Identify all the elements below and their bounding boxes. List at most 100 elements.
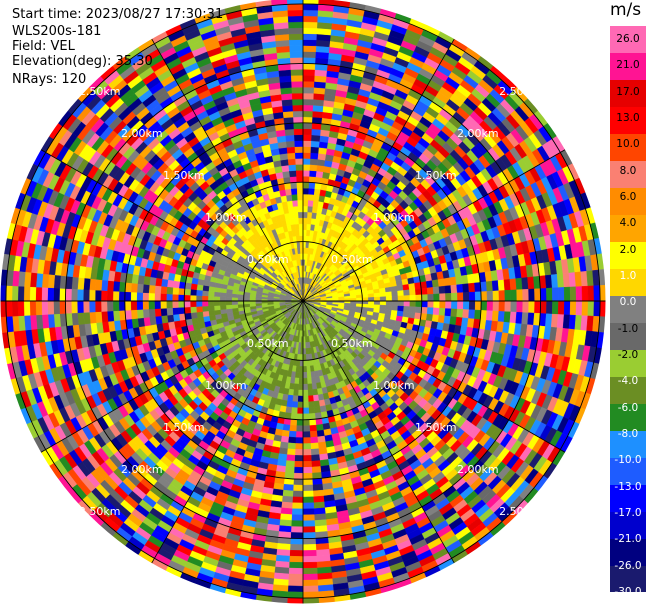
velocity-bin (302, 92, 315, 100)
velocity-bin (154, 292, 161, 302)
velocity-bin (289, 544, 304, 551)
velocity-bin (311, 134, 321, 142)
velocity-bin (438, 285, 446, 295)
velocity-bin (599, 300, 607, 318)
velocity-bin (415, 288, 422, 296)
velocity-bin (100, 290, 108, 302)
velocity-bin (288, 561, 304, 569)
velocity-bin (47, 287, 55, 302)
velocity-bin (313, 513, 327, 521)
velocity-bin (142, 308, 150, 319)
velocity-bin (82, 300, 90, 313)
velocity-bin (390, 285, 398, 292)
velocity-bin (285, 454, 296, 462)
velocity-bin (166, 286, 174, 295)
velocity-bin (302, 401, 309, 409)
velocity-bin (291, 514, 304, 522)
velocity-bin (468, 291, 476, 302)
velocity-bin (302, 187, 310, 195)
velocity-bin (296, 419, 304, 427)
velocity-bin (302, 98, 314, 106)
velocity-bin (231, 297, 238, 302)
velocity-bin (106, 310, 115, 322)
velocity-bin (292, 389, 299, 397)
velocity-bin (302, 348, 307, 355)
velocity-bin (368, 300, 375, 305)
velocity-bin (292, 484, 304, 492)
velocity-bin (293, 466, 304, 474)
velocity-bin (420, 287, 428, 296)
velocity-bin (302, 223, 308, 231)
velocity-bin (421, 294, 429, 302)
velocity-bin (309, 170, 317, 178)
velocity-bin (308, 407, 316, 414)
velocity-bin (136, 292, 144, 302)
velocity-bin (195, 289, 203, 296)
velocity-bin (35, 286, 43, 302)
velocity-bin (355, 294, 363, 299)
velocity-bin (288, 573, 304, 581)
velocity-bin (71, 300, 78, 314)
velocity-bin (362, 297, 369, 302)
velocity-bin (160, 285, 168, 295)
velocity-bin (302, 526, 316, 533)
velocity-bin (295, 437, 304, 444)
velocity-bin (207, 305, 215, 312)
velocity-bin (237, 300, 244, 305)
velocity-bin (302, 181, 310, 189)
velocity-bin (290, 407, 298, 414)
velocity-bin (289, 418, 298, 426)
velocity-bin (569, 286, 577, 302)
velocity-bin (420, 306, 428, 315)
velocity-bin (297, 401, 304, 409)
velocity-bin (302, 366, 307, 373)
velocity-bin (302, 597, 320, 605)
velocity-bin (312, 483, 324, 492)
velocity-bin (302, 80, 315, 88)
velocity-bin (136, 309, 144, 319)
velocity-bin (190, 311, 198, 319)
velocity-bin (291, 401, 298, 409)
velocity-bin (385, 300, 393, 306)
velocity-bin (302, 389, 309, 397)
velocity-bin (379, 287, 386, 294)
velocity-bin (302, 199, 309, 207)
velocity-bin (379, 300, 387, 306)
velocity-bin (546, 287, 553, 302)
velocity-bin (302, 39, 317, 47)
velocity-bin (294, 449, 304, 456)
velocity-bin (302, 158, 311, 165)
velocity-bin (195, 306, 203, 313)
velocity-bin (183, 294, 191, 302)
velocity-bin (293, 383, 299, 391)
velocity-bin (289, 555, 304, 563)
velocity-bin (195, 295, 203, 302)
velocity-bin (53, 287, 60, 302)
velocity-bin (522, 288, 530, 302)
velocity-bin (312, 489, 324, 498)
velocity-bin (213, 291, 221, 297)
velocity-bin (295, 425, 304, 432)
velocity-bin (302, 45, 317, 53)
velocity-bin (302, 573, 318, 581)
velocity-bin (313, 87, 326, 95)
velocity-bin (302, 9, 319, 17)
velocity-bin (373, 292, 381, 298)
velocity-bin (308, 176, 317, 184)
velocity-bin (397, 305, 405, 312)
velocity-bin (288, 567, 304, 575)
velocity-bin (298, 377, 304, 385)
velocity-bin (213, 296, 221, 302)
velocity-bin (183, 300, 191, 308)
velocity-bin (457, 300, 464, 310)
velocity-bin (302, 86, 315, 94)
velocity-bin (313, 501, 325, 509)
velocity-bin (528, 288, 535, 302)
velocity-bin (136, 283, 144, 293)
velocity-bin (166, 279, 175, 288)
velocity-bin (310, 152, 319, 160)
velocity-bin (289, 424, 297, 432)
velocity-bin (361, 293, 369, 299)
velocity-bin (294, 443, 304, 450)
velocity-bin (425, 280, 434, 289)
